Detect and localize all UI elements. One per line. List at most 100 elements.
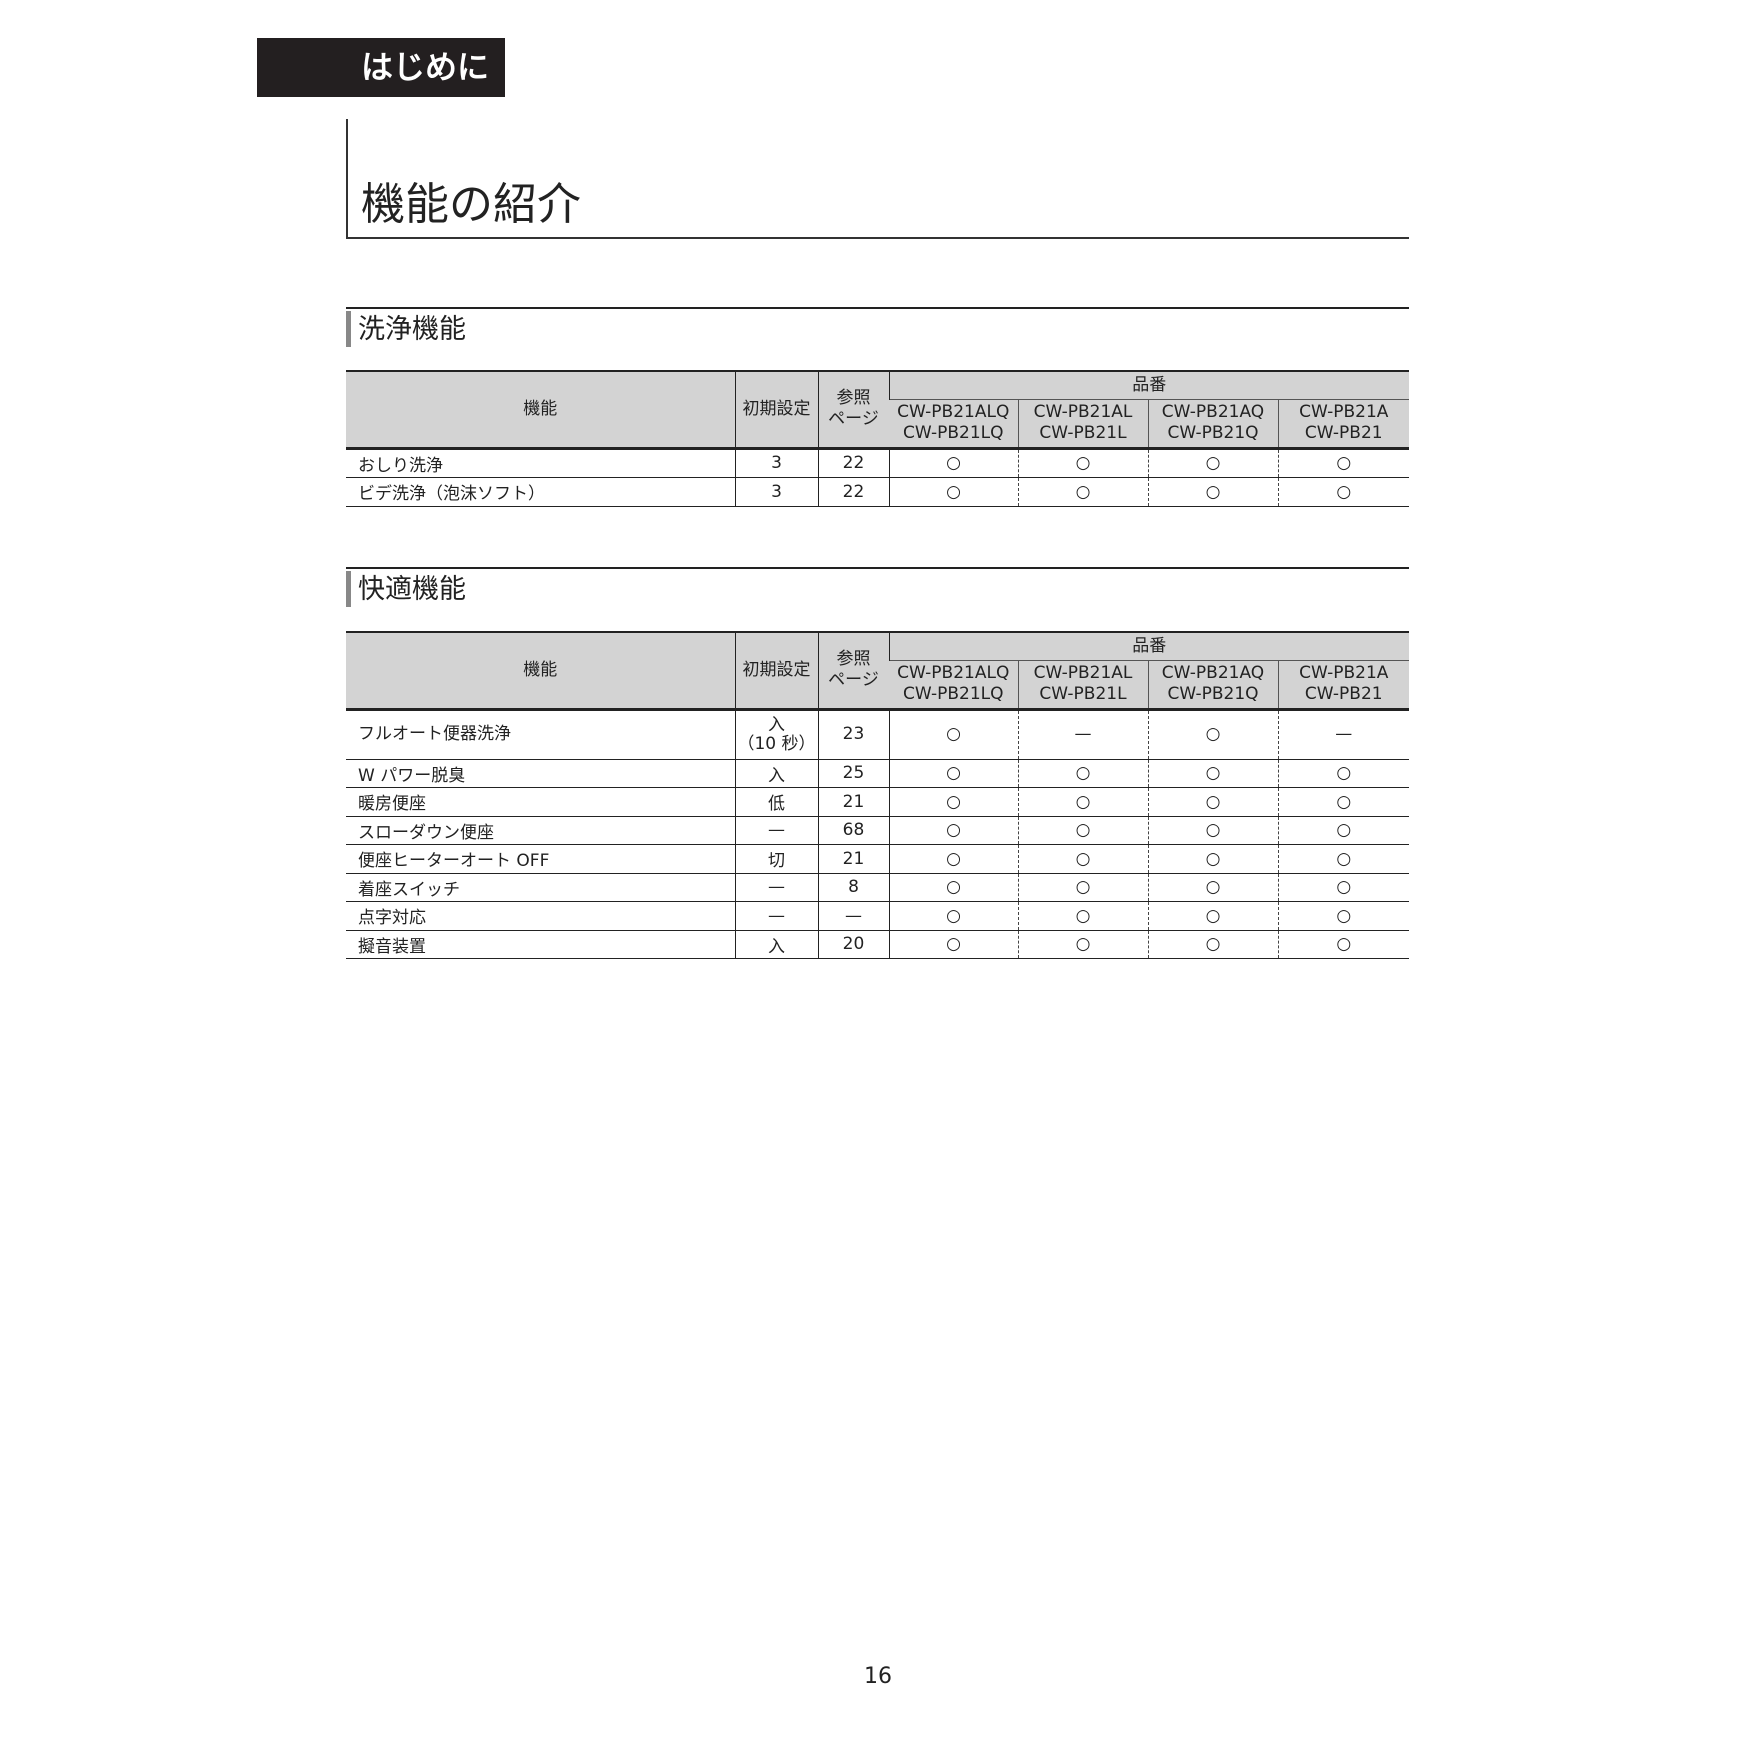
model-name: CW-PB21L [1039,423,1127,443]
initial-setting: 3 [734,477,818,507]
availability-mark: ○ [1147,873,1278,902]
header-model: CW-PB21ALQ CW-PB21LQ [889,398,1018,448]
model-name: CW-PB21A [1299,663,1389,683]
initial-setting: — [734,901,818,931]
initial-setting: 切 [734,844,818,874]
availability-mark: ○ [888,446,1018,478]
initial-setting: — [734,816,818,845]
availability-mark: ○ [1147,477,1278,507]
feature-name: 暖房便座 [346,787,735,817]
header-model: CW-PB21AL CW-PB21L [1017,659,1148,709]
section-divider [346,567,1409,569]
initial-value: — [768,820,785,840]
availability-mark: ○ [1147,707,1278,760]
initial-value: 切 [768,851,785,871]
initial-value: 低 [768,794,785,814]
availability-mark: ○ [1277,446,1409,478]
feature-name: 点字対応 [346,901,735,931]
feature-name: フルオート便器洗浄 [346,707,735,760]
header-initial: 初期設定 [734,370,818,448]
header-ref-page-line1: 参照 [836,649,871,670]
header-initial: 初期設定 [734,631,818,709]
availability-mark: ○ [888,873,1018,902]
availability-mark: ○ [1017,930,1148,959]
initial-setting: 入（10 秒） [734,707,818,760]
feature-name: 着座スイッチ [346,873,735,902]
feature-table: 機能 初期設定 参照 ページ 品番 CW-PB21ALQ CW-PB21LQ CW-PB21A… [346,631,1409,959]
reference-page: 21 [817,844,889,874]
table-row: 着座スイッチ —8 ○ ○ ○ ○ [346,873,1409,902]
availability-mark: ○ [1277,477,1409,507]
reference-page: 68 [817,816,889,845]
table-row: フルオート便器洗浄入（10 秒） 23 ○ — ○ — [346,707,1409,760]
reference-page: 23 [817,707,889,760]
initial-value: 入 [768,936,785,957]
header-ref-page-line1: 参照 [836,388,871,409]
section-title: 洗浄機能 [358,314,466,345]
header-feature: 機能 [346,631,735,709]
reference-page: 25 [817,759,889,788]
section-title: 快適機能 [358,574,466,605]
initial-value: 入 [768,765,785,786]
initial-value: 3 [771,481,782,502]
section-marker [346,311,351,347]
header-model: CW-PB21AQ CW-PB21Q [1147,398,1278,448]
model-name: CW-PB21L [1039,684,1127,704]
availability-mark: ○ [1277,873,1409,902]
model-name: CW-PB21AQ [1161,663,1265,683]
header-feature: 機能 [346,370,735,448]
feature-name: 便座ヒーターオート OFF [346,844,735,874]
availability-mark: ○ [1017,446,1148,478]
header-ref-page: 参照 ページ [817,370,889,448]
feature-name: おしり洗浄 [346,446,735,478]
availability-mark: ○ [888,759,1018,788]
availability-mark: ○ [1017,477,1148,507]
title-divider-horizontal [346,237,1409,239]
reference-page: 21 [817,787,889,817]
header-model: CW-PB21AQ CW-PB21Q [1147,659,1278,709]
reference-page: — [817,901,889,931]
feature-name: ビデ洗浄（泡沫ソフト） [346,477,735,507]
header-model-group: 品番 [888,631,1409,660]
feature-name: スローダウン便座 [346,816,735,845]
availability-mark: ○ [1147,844,1278,874]
page-title: 機能の紹介 [361,179,581,230]
availability-mark: ○ [888,707,1018,760]
feature-name: 擬音装置 [346,930,735,959]
initial-value: — [768,877,785,897]
availability-mark: ○ [1277,930,1409,959]
model-name: CW-PB21ALQ [897,402,1010,422]
availability-mark: ○ [1017,844,1148,874]
availability-mark: — [1277,707,1409,760]
initial-setting: 入 [734,930,818,959]
model-name: CW-PB21LQ [902,684,1004,704]
model-name: CW-PB21 [1304,423,1383,443]
reference-page: 20 [817,930,889,959]
table-row: 暖房便座低 21 ○ ○ ○ ○ [346,787,1409,817]
model-name: CW-PB21A [1299,402,1389,422]
title-divider-vertical [346,119,348,239]
initial-setting: — [734,873,818,902]
table-row: 点字対応 — — ○ ○ ○ ○ [346,901,1409,931]
availability-mark: ○ [1147,446,1278,478]
availability-mark: ○ [888,816,1018,845]
initial-value-detail: （10 秒） [737,733,816,754]
availability-mark: — [1017,707,1148,760]
header-model: CW-PB21A CW-PB21 [1277,398,1409,448]
availability-mark: ○ [1147,930,1278,959]
availability-mark: ○ [1277,816,1409,845]
initial-setting: 3 [734,446,818,478]
header-model: CW-PB21A CW-PB21 [1277,659,1409,709]
availability-mark: ○ [1147,787,1278,817]
header-ref-page-line2: ページ [828,409,879,430]
availability-mark: ○ [1017,873,1148,902]
availability-mark: ○ [1147,901,1278,931]
chapter-label: はじめに [257,38,505,97]
initial-value: 3 [771,453,782,473]
model-name: CW-PB21AQ [1161,402,1265,422]
table-row: 擬音装置入 20 ○ ○ ○ ○ [346,930,1409,959]
availability-mark: ○ [1017,816,1148,845]
model-name: CW-PB21ALQ [897,663,1010,683]
table-row: 便座ヒーターオート OFF 切 21 ○ ○ ○ ○ [346,844,1409,874]
table-row: おしり洗浄 3 22 ○ ○ ○ ○ [346,446,1409,478]
